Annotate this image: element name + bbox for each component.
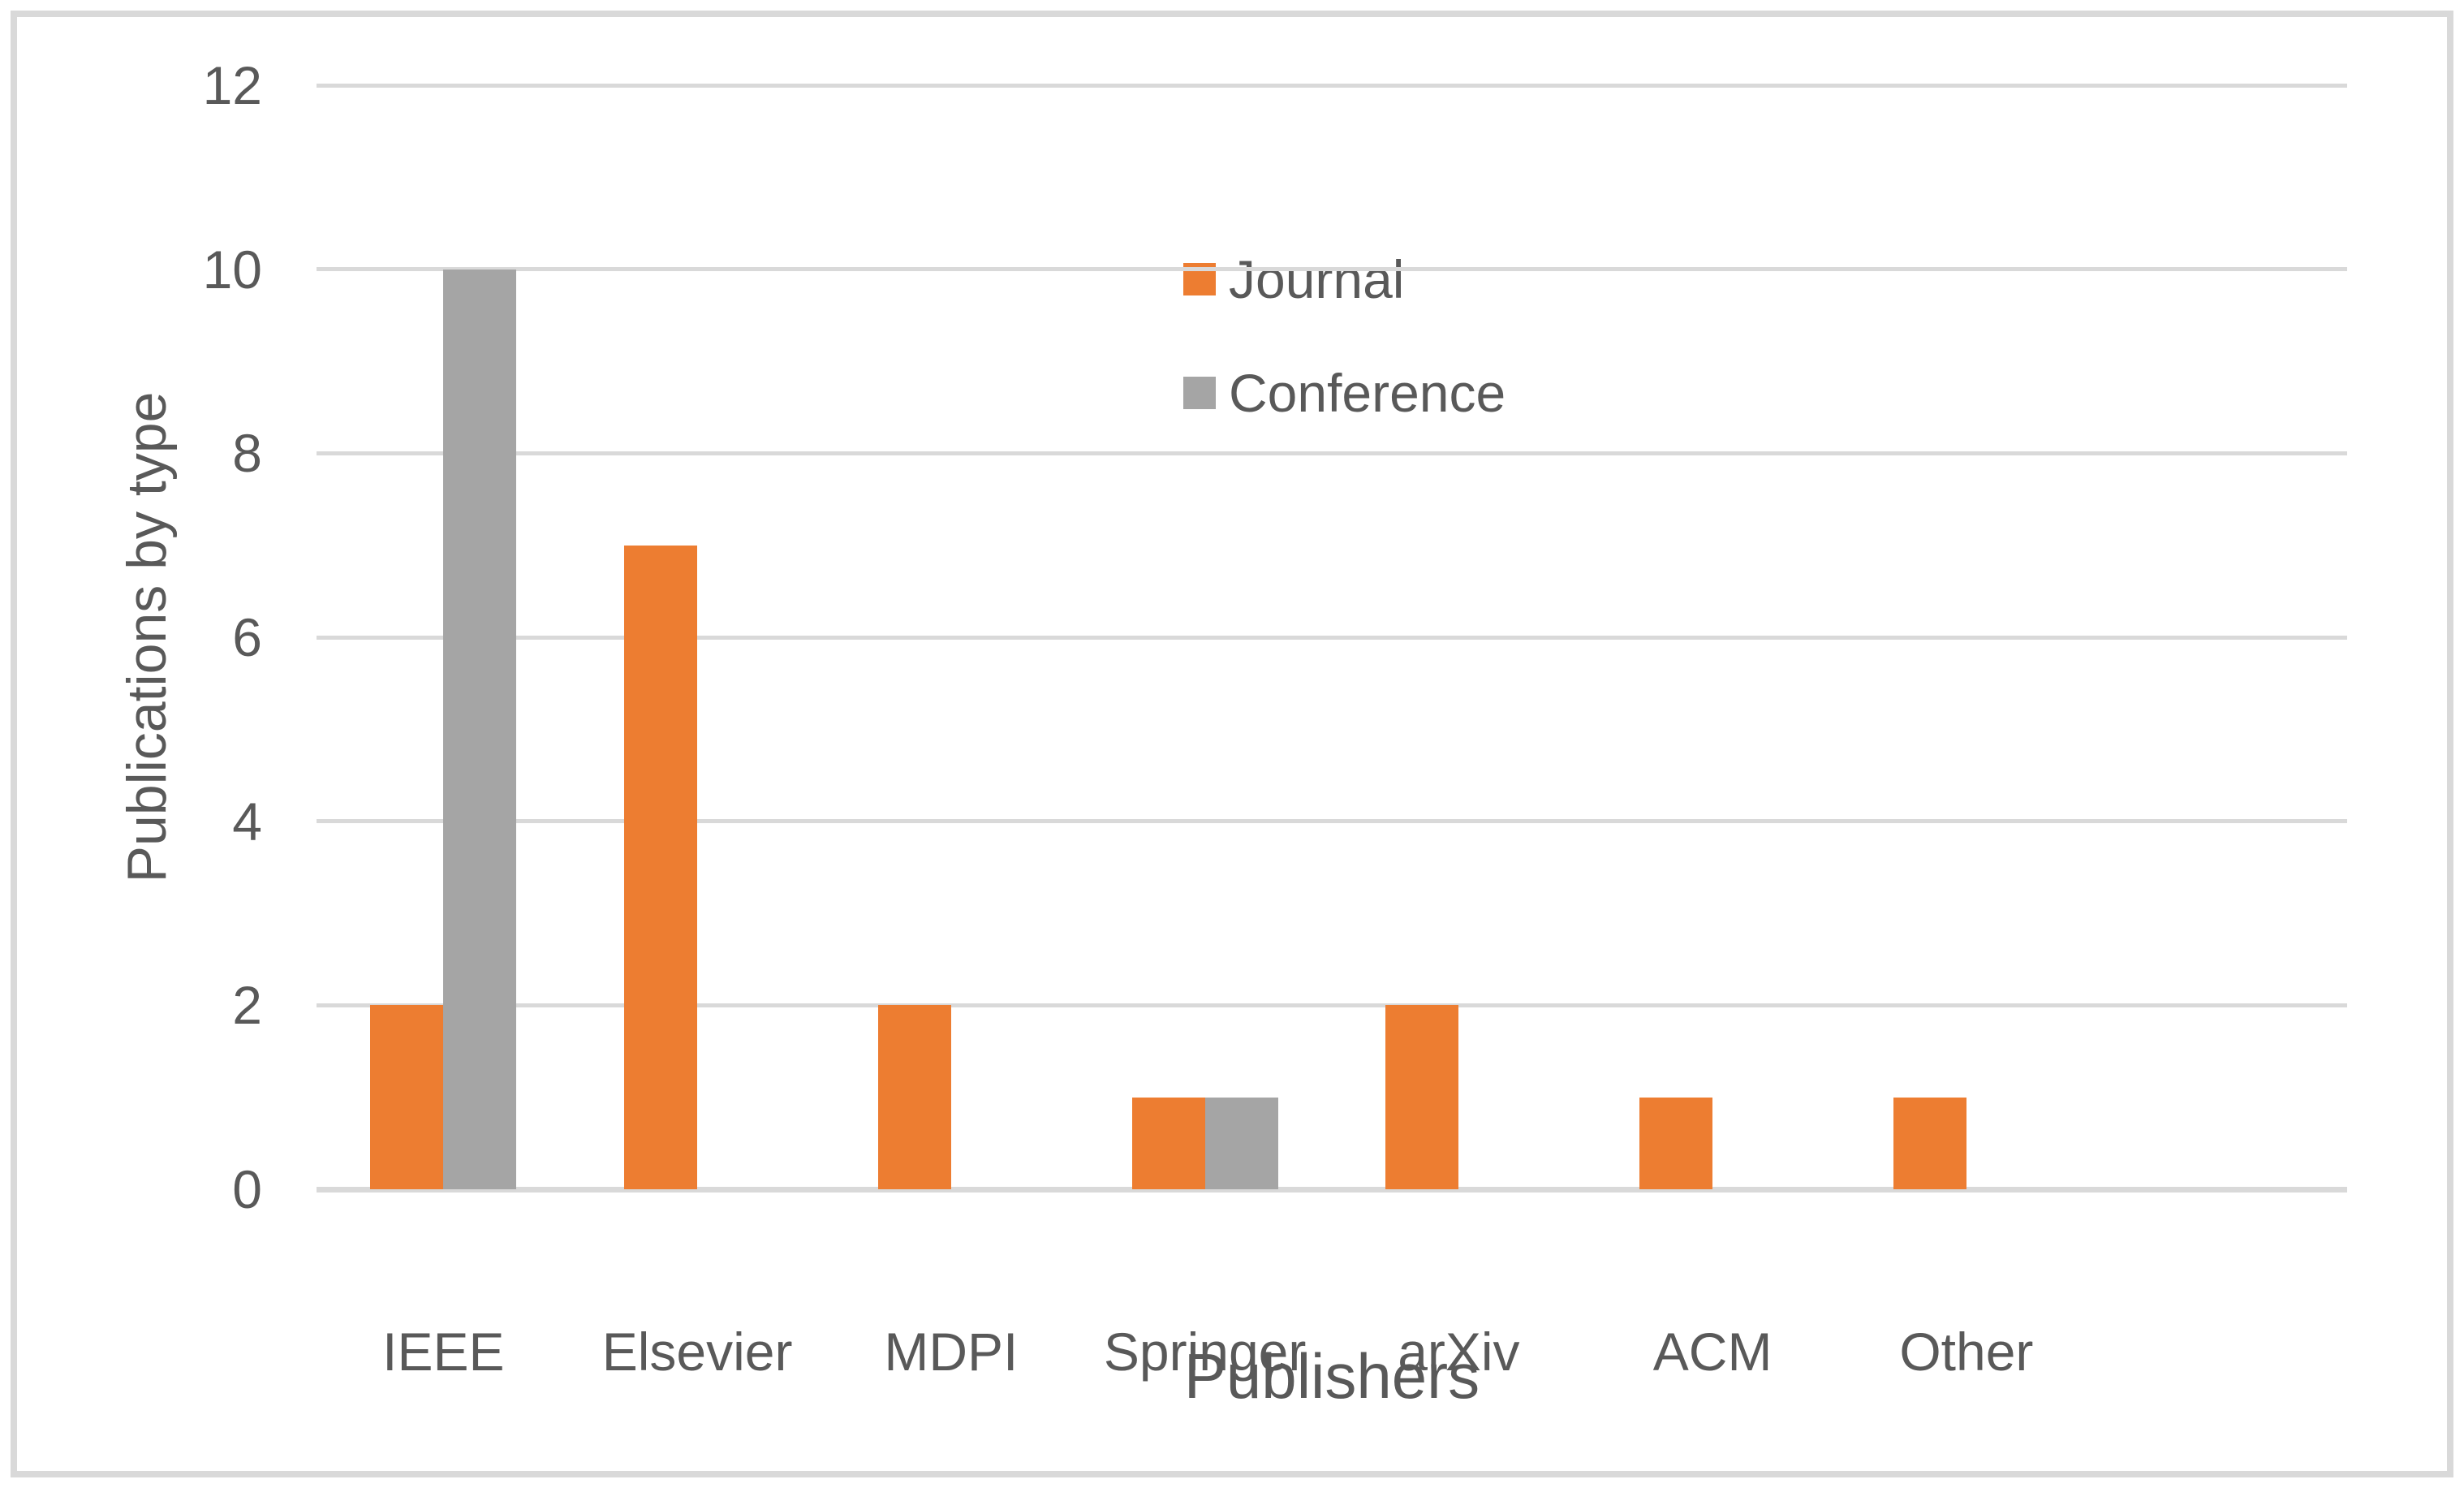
- y-tick-label-0: 0: [232, 1159, 262, 1219]
- x-axis-title: Publishers: [1183, 1340, 1480, 1412]
- y-tick-label-8: 8: [232, 423, 262, 484]
- y-tick-label-4: 4: [232, 791, 262, 852]
- x-tick-label-mdpi: MDPI: [884, 1322, 1019, 1382]
- legend-label-journal: Journal: [1229, 249, 1405, 309]
- gridline-y12: [317, 83, 2347, 88]
- x-axis-line: [317, 1186, 2347, 1193]
- gridline-y8: [317, 451, 2347, 455]
- gridline-y2: [317, 1003, 2347, 1007]
- bar-journal-acm: [1639, 1097, 1713, 1189]
- legend-item-conference: Conference: [1183, 362, 1506, 424]
- bar-journal-mdpi: [877, 1005, 951, 1189]
- x-tick-label-springer: Springer: [1103, 1322, 1307, 1382]
- bar-journal-ieee: [370, 1005, 444, 1189]
- x-tick-label-ieee: IEEE: [382, 1322, 505, 1382]
- gridline-y4: [317, 819, 2347, 824]
- y-tick-label-12: 12: [202, 55, 262, 115]
- x-tick-label-elsevier: Elsevier: [601, 1322, 793, 1382]
- bar-conference-springer: [1204, 1097, 1278, 1189]
- bar-journal-springer: [1131, 1097, 1205, 1189]
- bar-journal-elsevier: [624, 545, 698, 1189]
- legend-label-conference: Conference: [1229, 363, 1506, 423]
- bar-conference-ieee: [443, 269, 517, 1189]
- gridline-y10: [317, 267, 2347, 272]
- x-tick-label-arxiv: arXiv: [1398, 1322, 1520, 1382]
- y-tick-label-6: 6: [232, 607, 262, 667]
- chart-border: [11, 11, 2453, 1477]
- x-tick-label-other: Other: [1899, 1322, 2034, 1382]
- legend-item-journal: Journal: [1183, 248, 1404, 310]
- bar-journal-arxiv: [1385, 1005, 1459, 1189]
- gridline-y6: [317, 635, 2347, 640]
- legend-swatch-conference-icon: [1183, 377, 1216, 409]
- plot-area: Journal Conference Publishers 0 2 4 6 8 10 12 I…: [203, 55, 2347, 1412]
- bar-journal-other: [1893, 1097, 1966, 1189]
- x-tick-label-acm: ACM: [1652, 1322, 1773, 1382]
- y-tick-label-2: 2: [232, 975, 262, 1036]
- y-tick-label-10: 10: [202, 239, 262, 300]
